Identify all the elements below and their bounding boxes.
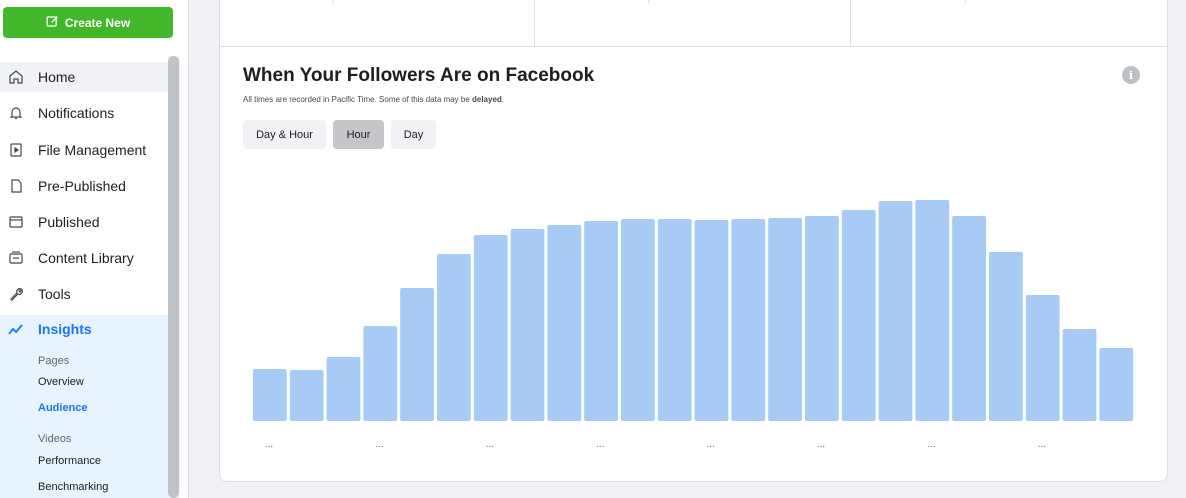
- sidebar-item-label: Notifications: [38, 105, 115, 121]
- sidebar-item-label: Content Library: [38, 250, 134, 266]
- sidebar-item-label: Tools: [38, 286, 71, 302]
- sidebar-item-published[interactable]: Published: [0, 207, 168, 237]
- window-icon: [8, 214, 24, 230]
- summary-cell: [220, 0, 535, 46]
- wrench-icon: [8, 286, 24, 302]
- sidebar-item-file-management[interactable]: File Management: [0, 135, 168, 165]
- create-new-button[interactable]: Create New: [3, 7, 173, 38]
- sidebar-item-label: Insights: [38, 321, 92, 337]
- bar-7[interactable]: [510, 229, 545, 421]
- bar-3[interactable]: [363, 326, 398, 421]
- bar-14[interactable]: [768, 218, 802, 421]
- tab-day-and-hour[interactable]: Day & Hour: [243, 120, 326, 149]
- divider: [965, 0, 966, 3]
- info-icon[interactable]: i: [1122, 66, 1140, 84]
- bar-18[interactable]: [915, 200, 950, 421]
- bar-8[interactable]: [547, 225, 582, 421]
- insights-card: When Your Followers Are on Facebook All …: [219, 0, 1168, 482]
- bar-1[interactable]: [289, 370, 324, 421]
- x-tick-label-18: ...: [927, 439, 935, 450]
- sidebar-item-home[interactable]: Home: [0, 62, 168, 92]
- tab-hour[interactable]: Hour: [333, 120, 384, 149]
- x-tick-label-9: ...: [596, 439, 604, 450]
- bar-15[interactable]: [805, 216, 839, 421]
- sidebar-item-label: Home: [38, 69, 76, 85]
- insights-section: [0, 315, 168, 498]
- sidebar: Create New Home Notifications File Manag…: [0, 0, 189, 498]
- bar-21[interactable]: [1025, 295, 1060, 421]
- divider: [332, 0, 333, 3]
- x-tick-label-12: ...: [706, 439, 714, 450]
- x-tick-label-3: ...: [375, 439, 383, 450]
- edit-icon: [46, 15, 59, 31]
- bar-12[interactable]: [694, 220, 729, 421]
- bar-0[interactable]: [253, 369, 287, 421]
- sidebar-item-label: File Management: [38, 142, 147, 158]
- page-subtitle: All times are recorded in Pacific Time. …: [243, 95, 504, 104]
- divider: [648, 0, 649, 3]
- x-tick-label-21: ...: [1038, 439, 1046, 450]
- bar-20[interactable]: [989, 252, 1023, 421]
- page-icon: [8, 178, 24, 194]
- insights-icon: [8, 321, 24, 337]
- sub-item-benchmarking[interactable]: Benchmarking: [38, 481, 109, 493]
- sidebar-item-content-library[interactable]: Content Library: [0, 243, 168, 273]
- sidebar-item-label: Published: [38, 214, 100, 230]
- bar-17[interactable]: [878, 201, 913, 421]
- sub-heading-videos: Videos: [38, 433, 72, 445]
- bar-9[interactable]: [584, 221, 618, 421]
- x-tick-label-6: ...: [486, 439, 494, 450]
- bar-2[interactable]: [326, 357, 361, 421]
- bar-19[interactable]: [952, 216, 986, 421]
- bar-10[interactable]: [621, 219, 655, 421]
- subtitle-text: All times are recorded in Pacific Time. …: [243, 95, 472, 104]
- page-title: When Your Followers Are on Facebook: [243, 65, 595, 86]
- bar-16[interactable]: [841, 210, 876, 421]
- sub-item-performance[interactable]: Performance: [38, 455, 101, 467]
- sidebar-item-tools[interactable]: Tools: [0, 279, 168, 309]
- home-icon: [8, 69, 24, 85]
- sidebar-item-insights[interactable]: Insights: [0, 314, 168, 344]
- scrollbar-thumb[interactable]: [168, 56, 179, 498]
- summary-strip: [220, 0, 1167, 47]
- tab-day[interactable]: Day: [391, 120, 436, 149]
- sub-item-overview[interactable]: Overview: [38, 376, 84, 388]
- x-tick-label-0: ...: [265, 439, 273, 450]
- sidebar-item-notifications[interactable]: Notifications: [0, 98, 168, 128]
- library-icon: [8, 250, 24, 266]
- subtitle-bold: delayed: [471, 95, 502, 104]
- bar-4[interactable]: [400, 288, 434, 421]
- bar-5[interactable]: [437, 254, 471, 421]
- bar-23[interactable]: [1099, 348, 1134, 421]
- sub-item-audience[interactable]: Audience: [38, 402, 88, 414]
- bar-6[interactable]: [473, 235, 508, 421]
- summary-cell: [535, 0, 851, 46]
- sidebar-item-label: Pre-Published: [38, 178, 126, 194]
- create-new-label: Create New: [64, 15, 131, 30]
- bar-13[interactable]: [731, 219, 766, 421]
- followers-bar-chart: ........................: [253, 200, 1134, 450]
- sidebar-item-pre-published[interactable]: Pre-Published: [0, 171, 168, 201]
- bell-icon: [8, 105, 24, 121]
- sub-heading-pages: Pages: [38, 355, 70, 367]
- bar-11[interactable]: [657, 219, 692, 421]
- bar-22[interactable]: [1062, 329, 1097, 421]
- file-play-icon: [8, 142, 24, 158]
- x-tick-label-15: ...: [817, 439, 825, 450]
- subtitle-end: .: [501, 95, 505, 104]
